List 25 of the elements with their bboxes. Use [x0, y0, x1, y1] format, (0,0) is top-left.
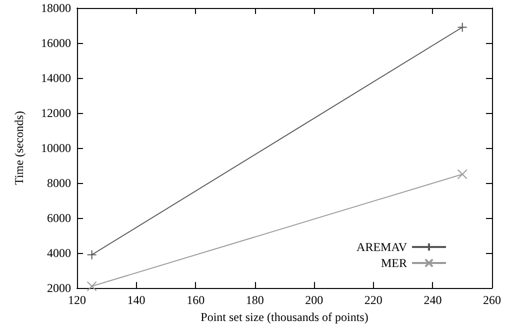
- x-tick-label: 160: [186, 293, 205, 307]
- x-tick-label: 200: [305, 293, 324, 307]
- y-tick-label: 12000: [41, 106, 71, 120]
- x-tick-label: 240: [424, 293, 442, 307]
- x-tick-label: 120: [68, 293, 86, 307]
- legend-label: MER: [380, 256, 407, 270]
- x-tick-label: 260: [483, 293, 501, 307]
- point: [457, 169, 468, 180]
- y-tick-label: 14000: [41, 71, 71, 85]
- point: [457, 22, 468, 32]
- x-tick-label: 140: [127, 293, 146, 307]
- y-tick-label: 8000: [47, 176, 71, 190]
- point: [86, 250, 97, 260]
- y-tick-label: 4000: [47, 246, 71, 260]
- point: [86, 281, 97, 292]
- x-tick-label: 180: [246, 293, 264, 307]
- legend-label: AREMAV: [356, 240, 408, 254]
- y-tick-label: 16000: [41, 36, 71, 50]
- y-tick-label: 2000: [47, 281, 71, 295]
- y-tick-label: 18000: [41, 1, 71, 15]
- x-axis-title: Point set size (thousands of points): [200, 310, 368, 324]
- x-tick-label: 220: [364, 293, 382, 307]
- y-axis-title: Time (seconds): [12, 111, 26, 185]
- y-tick-label: 10000: [41, 141, 71, 155]
- y-tick-label: 6000: [47, 211, 71, 225]
